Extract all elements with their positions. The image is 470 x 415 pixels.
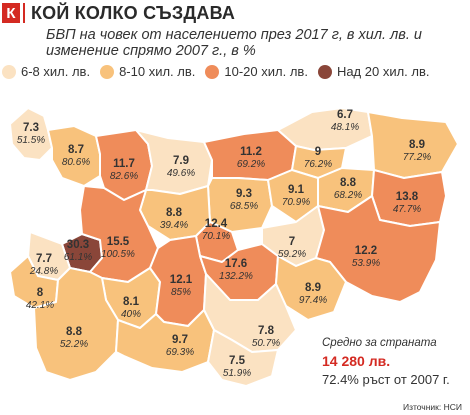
subtitle: БВП на човек от населението през 2017 г,…	[46, 27, 422, 59]
region-change-smolyan: 69.3%	[166, 347, 194, 358]
average-growth: 72.4% ръст от 2007 г.	[322, 372, 450, 387]
region-vidin	[9, 107, 53, 161]
region-montana	[47, 125, 101, 187]
legend-swatch	[100, 64, 115, 79]
national-average: Средно за страната 14 280 лв. 72.4% ръст…	[322, 337, 450, 387]
region-change-pazardzhik: 40%	[121, 309, 141, 320]
region-value-plovdiv: 12.1	[170, 274, 193, 286]
regions-layer	[9, 107, 459, 387]
region-value-varna: 13.8	[396, 191, 419, 203]
region-change-sofia-region: 100.5%	[101, 249, 135, 260]
region-change-dobrich: 77.2%	[403, 152, 431, 163]
region-change-sliven: 59.2%	[278, 249, 306, 260]
region-value-ruse: 11.2	[240, 146, 262, 158]
region-change-kyustendil: 42.1%	[26, 300, 54, 311]
region-kardzhali	[207, 329, 279, 387]
region-value-razgrad: 9	[315, 146, 321, 158]
region-value-dobrich: 8.9	[409, 139, 425, 151]
region-yambol	[275, 255, 347, 321]
region-change-burgas: 53.9%	[352, 258, 380, 269]
region-value-targovishte: 9.1	[288, 184, 305, 196]
page-title: КОЙ КОЛКО СЪЗДАВА	[31, 2, 236, 23]
region-value-kardzhali: 7.5	[229, 355, 246, 367]
region-change-gabrovo: 70.1%	[202, 231, 230, 242]
legend-item-10-20: 10-20 хил. лв.	[205, 64, 308, 79]
legend-label: 6-8 хил. лв.	[21, 64, 91, 79]
region-value-kyustendil: 8	[37, 287, 44, 299]
region-change-shumen: 68.2%	[334, 190, 362, 201]
region-change-montana: 80.6%	[62, 157, 90, 168]
region-blagoevgrad	[33, 267, 119, 381]
legend-label: Над 20 хил. лв.	[336, 64, 430, 79]
source-note: Източник: НСИ	[402, 402, 462, 412]
region-value-burgas: 12.2	[355, 245, 377, 257]
legend-swatch	[205, 64, 220, 79]
logo-divider	[23, 3, 25, 23]
region-value-pernik: 7.7	[36, 253, 52, 265]
region-change-vtarnovo: 68.5%	[230, 201, 258, 212]
region-change-silistra: 48.1%	[331, 122, 359, 133]
region-change-stara-zagora: 132.2%	[219, 271, 253, 282]
legend-item-6-8: 6-8 хил. лв.	[2, 64, 90, 79]
region-change-razgrad: 76.2%	[304, 159, 332, 170]
region-value-sofia-region: 15.5	[107, 236, 130, 248]
region-value-lovech: 8.8	[166, 207, 183, 219]
region-value-sliven: 7	[289, 236, 295, 248]
region-value-vtarnovo: 9.3	[236, 188, 252, 200]
region-value-haskovo: 7.8	[258, 325, 275, 337]
region-value-yambol: 8.9	[305, 282, 321, 294]
labels-layer: 7.351.5%8.780.6% 11.782.6%7.949.6%11.269.…	[17, 109, 431, 379]
region-value-silistra: 6.7	[337, 109, 353, 121]
region-change-vratsa: 82.6%	[110, 171, 138, 182]
average-value: 14 280 лв.	[322, 353, 391, 369]
region-change-yambol: 97.4%	[299, 295, 327, 306]
region-value-blagoevgrad: 8.8	[66, 326, 83, 338]
region-change-lovech: 39.4%	[160, 220, 188, 231]
region-change-plovdiv: 85%	[171, 287, 191, 298]
region-value-smolyan: 9.7	[172, 334, 188, 346]
logo: К	[2, 3, 20, 23]
legend-swatch	[317, 64, 332, 79]
region-value-montana: 8.7	[68, 144, 84, 156]
region-change-vidin: 51.5%	[17, 135, 45, 146]
region-change-pernik: 24.8%	[29, 266, 58, 277]
region-value-vratsa: 11.7	[113, 158, 135, 170]
region-value-pazardzhik: 8.1	[123, 296, 140, 308]
legend-swatch	[2, 64, 16, 79]
region-value-vidin: 7.3	[23, 122, 39, 134]
region-change-haskovo: 50.7%	[252, 338, 280, 349]
region-value-stara-zagora: 17.6	[225, 258, 247, 270]
legend-item-8-10: 8-10 хил. лв.	[100, 64, 195, 79]
region-value-sofia-city: 30.3	[67, 239, 89, 251]
region-change-kardzhali: 51.9%	[223, 368, 251, 379]
region-value-shumen: 8.8	[340, 177, 357, 189]
region-value-gabrovo: 12.4	[205, 218, 228, 230]
region-change-varna: 47.7%	[393, 204, 421, 215]
legend-label: 10-20 хил. лв.	[224, 64, 308, 79]
legend-item-over-20: Над 20 хил. лв.	[317, 64, 430, 79]
header: К КОЙ КОЛКО СЪЗДАВА	[2, 2, 235, 24]
region-change-targovishte: 70.9%	[282, 197, 310, 208]
legend: 6-8 хил. лв. 8-10 хил. лв. 10-20 хил. лв…	[2, 64, 440, 79]
region-change-blagoevgrad: 52.2%	[60, 339, 88, 350]
average-label: Средно за страната	[322, 337, 437, 349]
region-change-sofia-city: 61.1%	[64, 252, 92, 263]
region-value-pleven: 7.9	[173, 155, 189, 167]
region-change-pleven: 49.6%	[167, 168, 195, 179]
region-change-ruse: 69.2%	[237, 159, 265, 170]
legend-label: 8-10 хил. лв.	[119, 64, 196, 79]
